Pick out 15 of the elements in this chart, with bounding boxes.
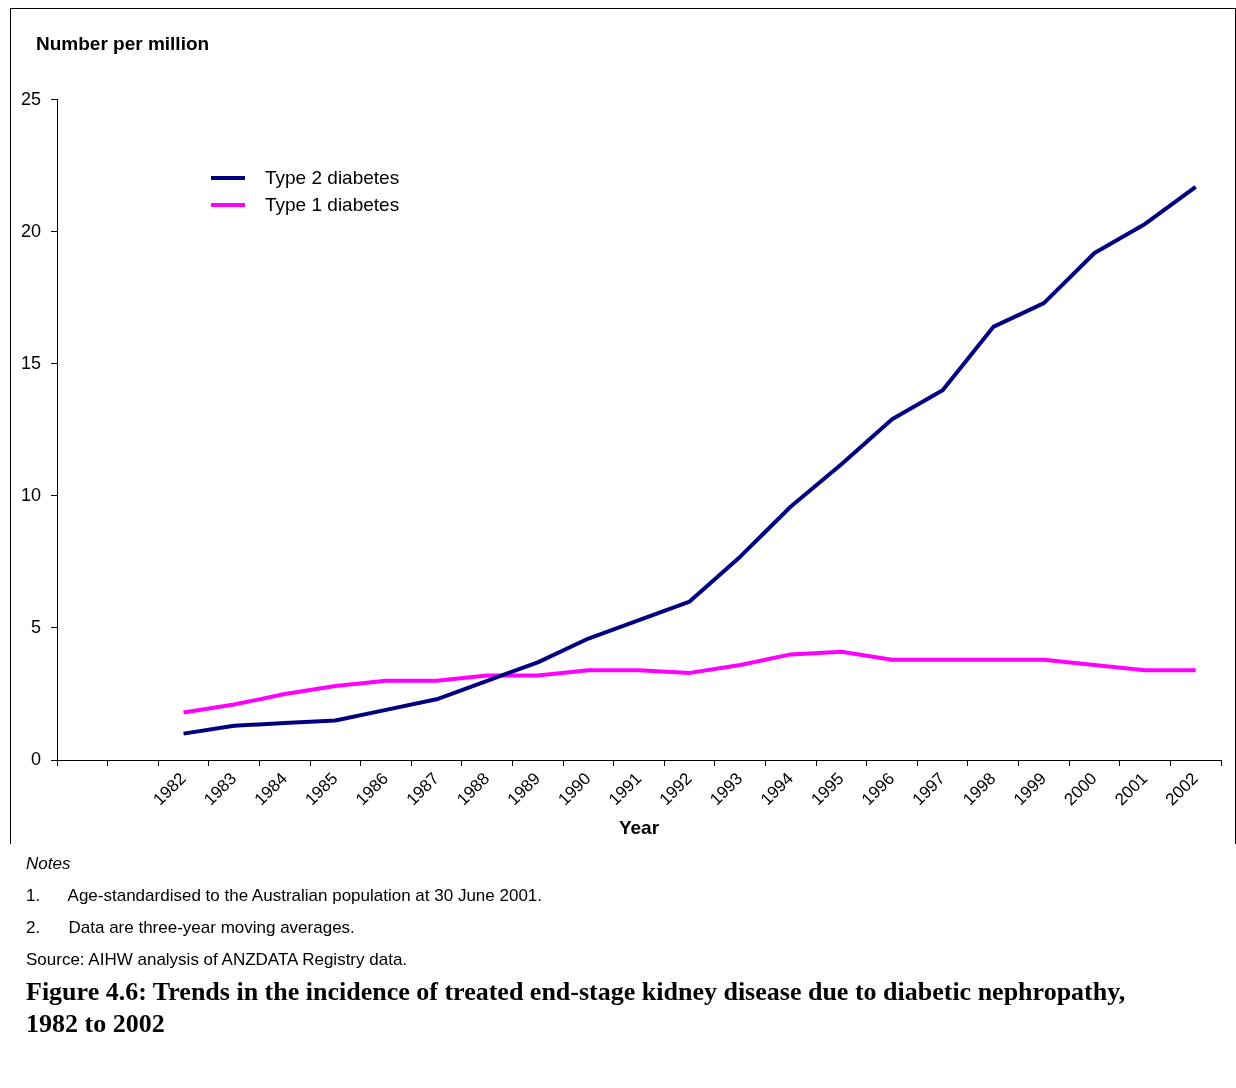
x-axis-title: Year — [618, 816, 660, 838]
source-note: Source: AIHW analysis of ANZDATA Registry data. — [26, 950, 409, 970]
y-tick-label: 15 — [20, 352, 42, 373]
y-tick-label: 5 — [31, 616, 42, 637]
y-tick-label: 25 — [20, 88, 42, 109]
y-tick-label: 0 — [31, 749, 42, 769]
legend-label: Type 1 diabetes — [265, 193, 400, 216]
legend-label: Type 2 diabetes — [265, 166, 400, 189]
y-tick-label: 20 — [20, 220, 42, 241]
y-axis-title: Number per million — [36, 33, 210, 55]
text: 2. Data are three-year moving averages. — [26, 918, 356, 938]
text: 1. Age-standardised to the Australian population at 30 June 2001. — [26, 886, 544, 906]
text: Figure 4.6: Trends in the incidence of treated end-stage kidney disease due to diabetic nephropathy, 1982 to 2002 — [26, 976, 1126, 1040]
y-tick-label: 10 — [20, 484, 42, 505]
text: Notes — [26, 854, 72, 874]
